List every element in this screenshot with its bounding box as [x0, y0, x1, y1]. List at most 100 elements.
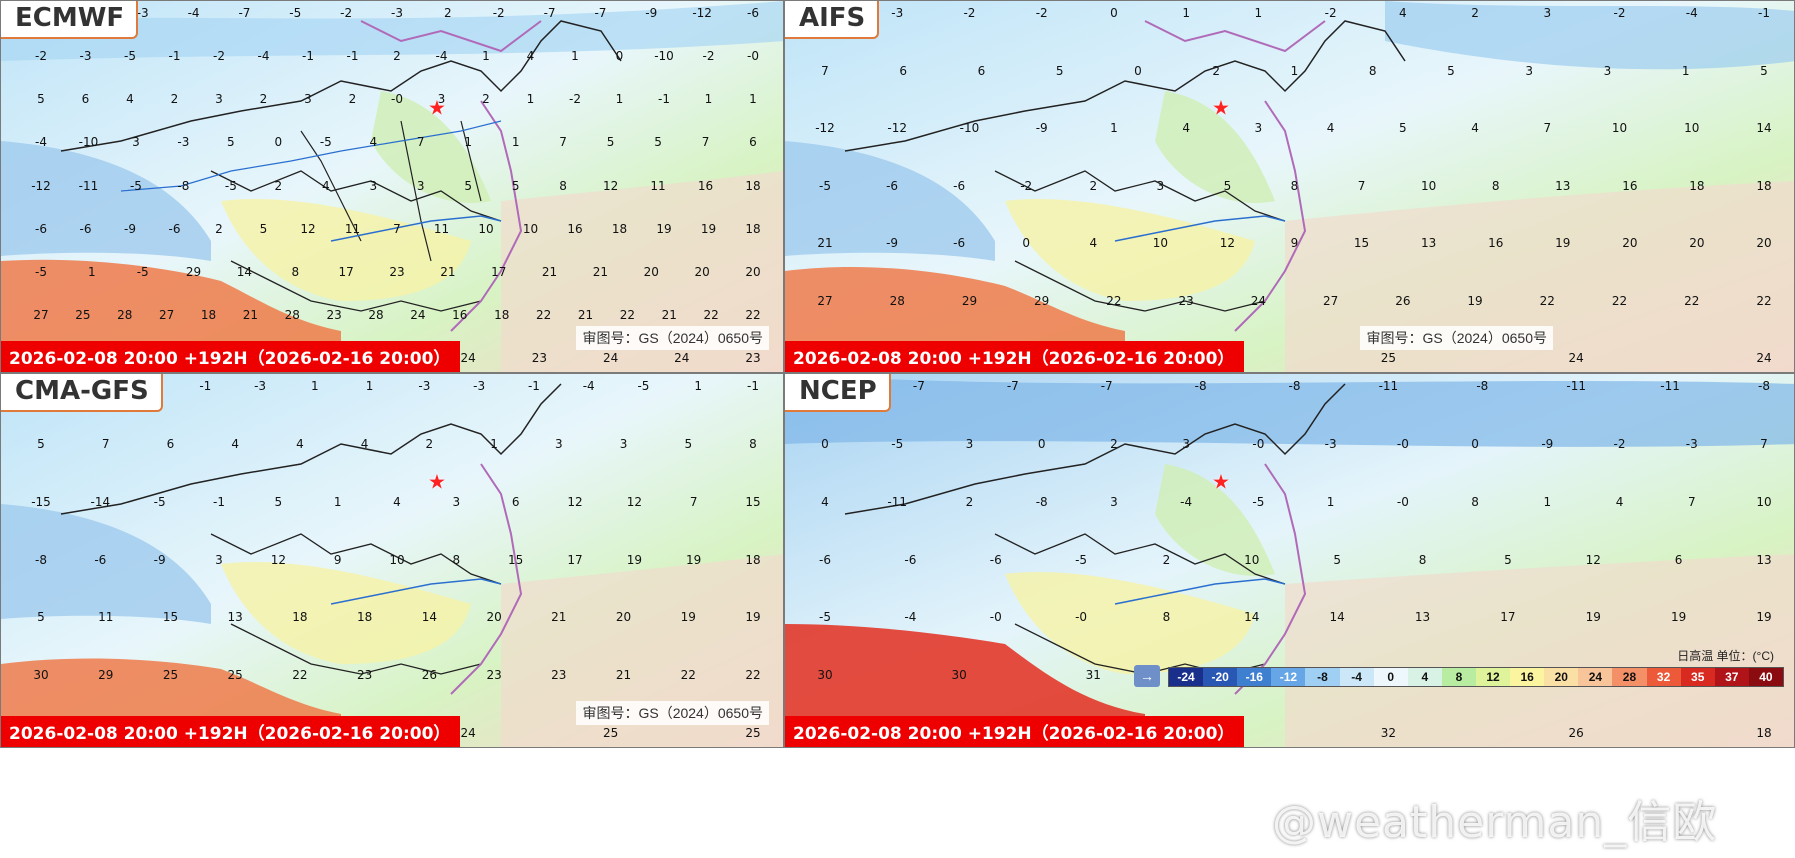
temperature-value: 3	[554, 436, 563, 451]
temperature-value: -0	[1075, 610, 1088, 625]
legend-segment: -12	[1271, 668, 1306, 686]
temperature-value: 5	[1504, 552, 1512, 567]
temperature-value: 18	[611, 221, 628, 236]
temperature-value: 23	[531, 351, 548, 365]
temperature-value: 17	[567, 552, 583, 567]
temperature-value: -7	[238, 6, 251, 20]
temperature-value: 20	[615, 610, 632, 625]
temperature-value: -8	[1035, 494, 1048, 509]
temperature-value: 3	[1110, 494, 1118, 509]
temperature-value: 2	[425, 436, 434, 451]
temperature-value: 29	[1034, 293, 1050, 308]
temperature-value: -10	[959, 121, 980, 135]
temperature-value: -2	[213, 49, 225, 64]
model-label: AIFS	[785, 1, 880, 39]
legend-segment: 35	[1680, 668, 1715, 686]
temperature-value: -4	[187, 6, 200, 20]
temperature-value: 27	[33, 307, 49, 322]
temperature-value: -3	[254, 379, 267, 393]
temperature-value: 5	[1333, 552, 1341, 567]
temperature-value: 1	[694, 379, 703, 393]
temperature-value: -5	[637, 379, 650, 393]
temperature-value: 12	[626, 494, 642, 509]
temperature-value: 28	[284, 307, 300, 322]
legend-segment: 12	[1475, 668, 1511, 686]
temperature-value: 0	[615, 49, 624, 64]
temperature-value: 3	[215, 92, 223, 107]
temperature-value: 25	[162, 668, 179, 683]
temperature-value: 18	[1756, 178, 1772, 193]
legend-segment: 8	[1441, 668, 1476, 686]
temperature-value: 3	[965, 436, 974, 451]
temperature-value: -6	[79, 221, 92, 236]
temperature-value: 26	[1395, 293, 1411, 308]
temperature-value: -3	[177, 135, 190, 150]
temperature-value: 2	[215, 221, 223, 236]
temperature-value: 22	[680, 668, 696, 683]
temperature-value: -6	[886, 178, 899, 193]
temperature-value: 1	[311, 379, 319, 393]
temperature-value: 3	[437, 92, 446, 107]
temperature-value: 23	[745, 351, 761, 365]
legend-segment: 20	[1544, 668, 1579, 686]
temperature-value: 22	[1611, 293, 1628, 308]
temperature-value: 5	[684, 436, 693, 451]
temperature-value: 15	[162, 610, 179, 625]
temperature-value: 18	[745, 552, 761, 567]
temperature-value: -10	[654, 49, 674, 64]
temperature-value: -11	[1660, 379, 1680, 393]
temperature-value: 0	[274, 135, 283, 150]
temperature-value: 24	[460, 726, 476, 740]
temperature-value: 5	[259, 221, 268, 236]
forecast-time-bar: 2026-02-08 20:00 +192H（2026-02-16 20:00）	[785, 716, 1245, 747]
temperature-value: 3	[452, 494, 461, 509]
legend-title: 日高温 单位：(°C)	[1677, 649, 1774, 663]
temperature-value: 12	[300, 221, 316, 236]
temperature-value: 7	[1760, 436, 1768, 451]
legend-segment: 32	[1646, 668, 1681, 686]
temperature-value: -11	[1566, 379, 1586, 393]
beijing-star-icon: ★	[1212, 471, 1230, 494]
temperature-value: -9	[153, 552, 166, 567]
temperature-value: 22	[745, 307, 761, 322]
temperature-value: 8	[749, 436, 757, 451]
temperature-value: 22	[1106, 293, 1122, 308]
temperature-value: 5	[227, 135, 235, 150]
temperature-value: -3	[79, 49, 92, 64]
temperature-value: 8	[452, 552, 461, 567]
temperature-value: 1	[464, 135, 473, 150]
temperature-value: 24	[602, 351, 619, 365]
temperature-value: 4	[526, 49, 535, 64]
model-label: CMA-GFS	[1, 374, 163, 412]
temperature-value: 1	[615, 92, 624, 107]
temperature-value: -2	[702, 49, 715, 64]
temperature-value: 10	[1611, 121, 1628, 135]
legend-segment: -8	[1305, 668, 1340, 686]
temperature-value: 9	[1290, 236, 1299, 250]
map-panel-ncep: -7-7-7-7-8-8-11-8-11-11-80-53023-0-3-00-…	[784, 373, 1795, 748]
temperature-value: -5	[819, 178, 831, 193]
temperature-value: -0	[1252, 436, 1265, 451]
temperature-value: 18	[745, 178, 761, 193]
temperature-value: 22	[703, 307, 719, 322]
temperature-value: 6	[511, 494, 520, 509]
temperature-value: 26	[1568, 726, 1584, 740]
arrow-right-icon[interactable]: →	[1134, 665, 1160, 687]
temperature-value: 2	[274, 178, 283, 193]
temperature-value: 24	[410, 307, 426, 322]
temperature-value: 4	[1399, 6, 1407, 20]
legend-color-bar: -24 -20 -16 -12 -8 -4 0 4 8 12 16 20 24 28 32 35 37 40	[1168, 667, 1784, 687]
temperature-value: 5	[1399, 121, 1407, 135]
temperature-value: 21	[242, 307, 259, 322]
temperature-value: 32	[1380, 726, 1397, 740]
temperature-value: 23	[389, 264, 405, 279]
temperature-value: -9	[1035, 121, 1048, 135]
temperature-value: -7	[1006, 379, 1019, 393]
temperature-value: -3	[391, 6, 403, 20]
temperature-value: -15	[31, 494, 51, 509]
temperature-value: -5	[819, 610, 831, 625]
temperature-value: 7	[1543, 121, 1552, 135]
temperature-value: 6	[899, 63, 908, 78]
temperature-value: 16	[1488, 236, 1504, 250]
temperature-value: 7	[393, 221, 401, 236]
